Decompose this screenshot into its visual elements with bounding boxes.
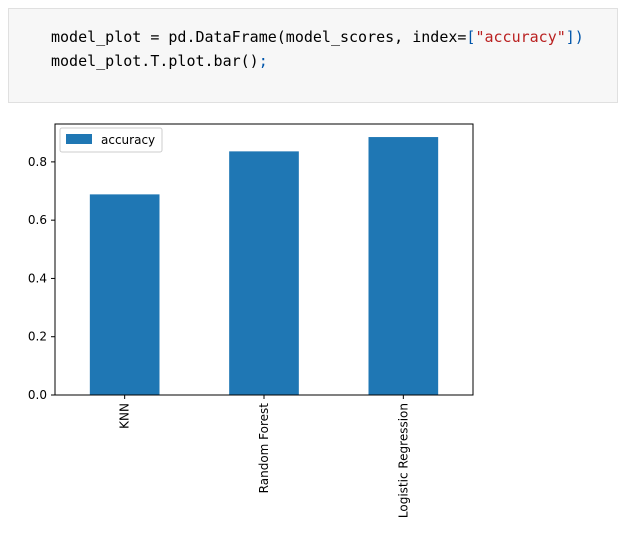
code-semicolon: ; <box>258 52 268 70</box>
code-line-1: model_plot = pd.DataFrame(model_scores, … <box>51 27 584 47</box>
bar-knn <box>89 194 160 395</box>
y-tick-label: 0.8 <box>28 155 47 169</box>
code-line-2-text: model_plot.T.plot.bar() <box>51 52 259 70</box>
axes-frame <box>54 123 474 396</box>
code-line-1-text: model_plot = pd.DataFrame(model_scores, … <box>51 28 467 46</box>
code-bracket-open: [ <box>466 28 476 46</box>
code-cell[interactable]: model_plot = pd.DataFrame(model_scores, … <box>8 8 618 103</box>
y-tick-label: 0.0 <box>28 388 47 402</box>
code-line-2: model_plot.T.plot.bar(); <box>51 51 268 71</box>
legend-swatch <box>66 134 92 144</box>
bar-logistic-regression <box>368 137 439 395</box>
y-tick-label: 0.6 <box>28 213 47 227</box>
x-tick-label: Random Forest <box>257 403 271 494</box>
x-tick-label: KNN <box>118 403 132 429</box>
code-string-literal: "accuracy" <box>475 28 566 46</box>
y-tick-label: 0.4 <box>28 271 47 285</box>
x-tick-label: Logistic Regression <box>396 403 410 518</box>
code-bracket-close: ]) <box>565 28 584 46</box>
legend-label: accuracy <box>101 133 155 147</box>
output-area: 0.0 0.2 0.4 0.6 0.8 KNN Random Forest Logistic… <box>0 110 618 537</box>
legend: accuracy <box>59 127 163 153</box>
y-tick-label: 0.2 <box>28 330 47 344</box>
bar-random-forest <box>229 151 299 395</box>
bar-chart: 0.0 0.2 0.4 0.6 0.8 KNN Random Forest Logistic… <box>28 123 474 518</box>
